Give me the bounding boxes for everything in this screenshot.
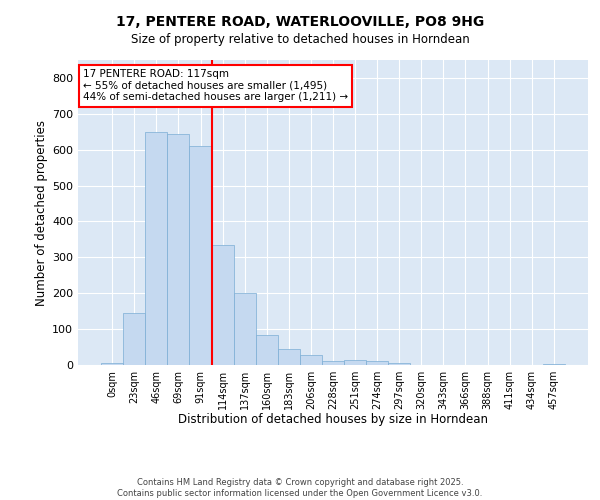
Text: Size of property relative to detached houses in Horndean: Size of property relative to detached ho… [131,32,469,46]
Bar [366,362,388,365]
Bar [322,360,344,365]
Bar [278,349,300,365]
Bar [256,335,278,365]
Bar [233,293,256,365]
X-axis label: Distribution of detached houses by size in Horndean: Distribution of detached houses by size … [178,414,488,426]
Bar [190,146,212,365]
Text: Contains HM Land Registry data © Crown copyright and database right 2025.
Contai: Contains HM Land Registry data © Crown c… [118,478,482,498]
Text: 17 PENTERE ROAD: 117sqm
← 55% of detached houses are smaller (1,495)
44% of semi: 17 PENTERE ROAD: 117sqm ← 55% of detache… [83,69,348,102]
Bar [388,363,410,365]
Bar [212,245,233,365]
Bar [101,363,123,365]
Bar [300,355,322,365]
Bar [123,313,145,365]
Bar [543,364,565,365]
Text: 17, PENTERE ROAD, WATERLOOVILLE, PO8 9HG: 17, PENTERE ROAD, WATERLOOVILLE, PO8 9HG [116,15,484,29]
Bar [167,134,190,365]
Y-axis label: Number of detached properties: Number of detached properties [35,120,48,306]
Bar [344,360,366,365]
Bar [145,132,167,365]
